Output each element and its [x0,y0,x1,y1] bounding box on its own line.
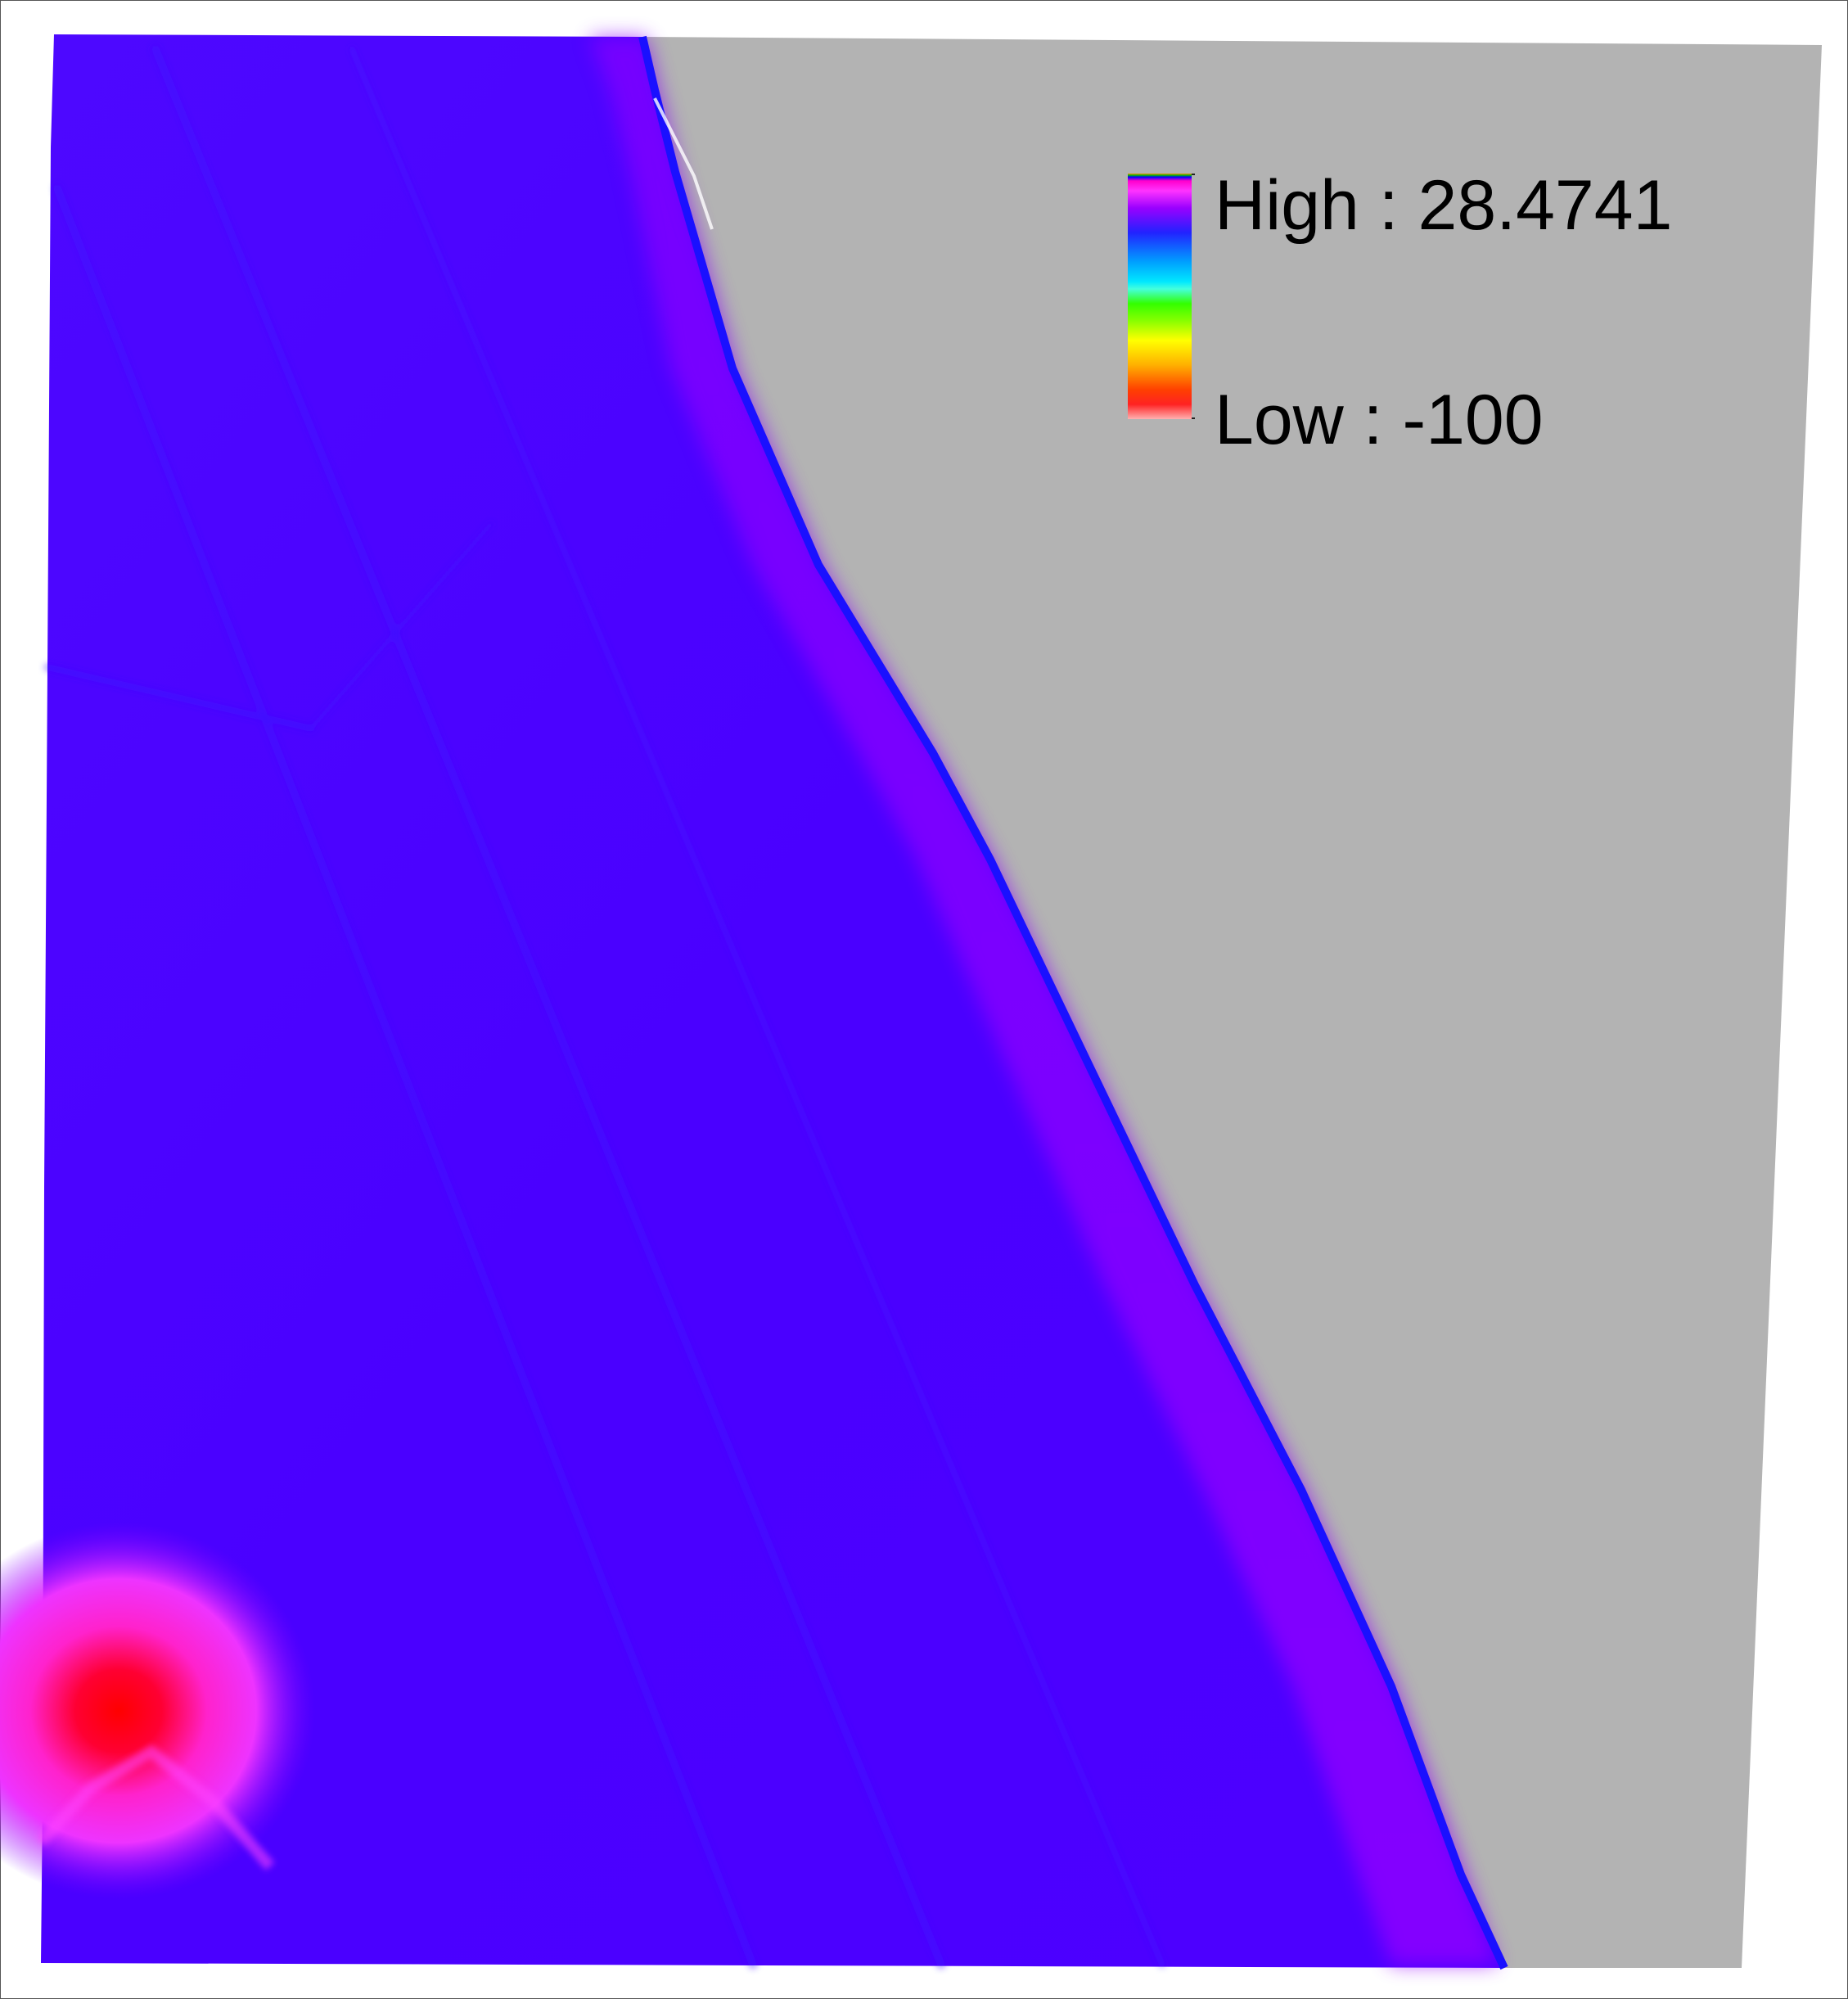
legend-high-label: High : 28.4741 [1215,166,1673,245]
nodata-area [642,37,1822,1968]
elevation-surface [41,34,1504,1968]
ramp-tick-bottom [1192,417,1195,419]
hotspot [0,1523,315,1899]
color-ramp [1128,174,1192,419]
ridge-band [589,37,1498,1965]
legend: High : 28.4741 Low : -100 [1128,170,1799,465]
shoreline-edge [638,35,1508,1970]
legend-low-label: Low : -100 [1215,381,1544,459]
shoreline-inner [653,97,714,230]
ramp-tick-top [1192,174,1195,175]
linear-features [44,45,1165,1969]
